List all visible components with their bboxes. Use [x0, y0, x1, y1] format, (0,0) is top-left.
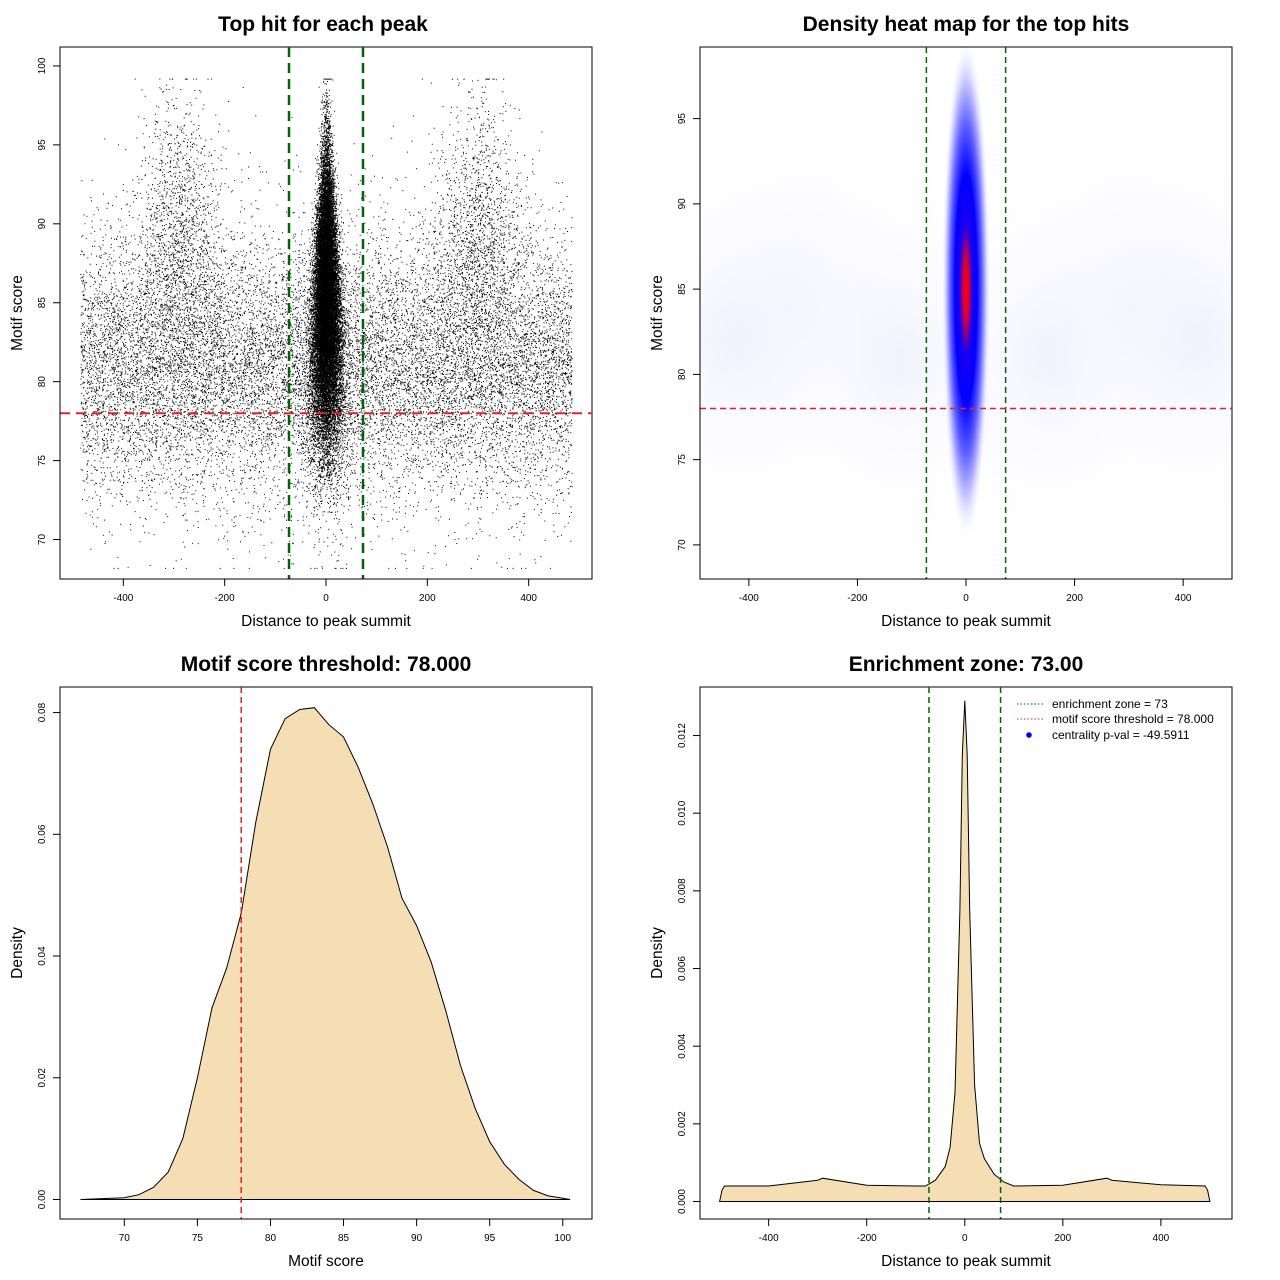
scatter-panel: Top hit for each peak -400 -200 0 200 400 70… [9, 13, 593, 630]
score-density-x-tick-label: 100 [554, 1233, 571, 1244]
heatmap-canvas [700, 47, 1232, 579]
heatmap-y-tick-label: 85 [677, 283, 688, 295]
distance-density-x-tick-label: 200 [1054, 1233, 1071, 1244]
distance-density-y-tick-label: 0.010 [677, 800, 688, 825]
heatmap-background-cloud [1059, 140, 1232, 541]
distance-density-y-tick-label: 0.002 [677, 1111, 688, 1136]
score-density-x-tick-label: 80 [265, 1233, 277, 1244]
distance-density-y-axis: 0.000 0.002 0.004 0.006 0.008 0.010 0.012 [677, 723, 701, 1214]
scatter-x-label: Distance to peak summit [241, 613, 411, 630]
score-density-y-tick-label: 0.02 [37, 1068, 48, 1088]
scatter-reference-lines [60, 47, 592, 579]
heatmap-x-tick-label: -400 [739, 593, 759, 604]
distance-density-title: Enrichment zone: 73.00 [849, 653, 1084, 676]
heatmap-background-cloud [700, 140, 873, 541]
heatmap-y-tick-label: 80 [677, 368, 688, 380]
scatter-y-tick-label: 95 [37, 139, 48, 151]
scatter-y-tick-label: 75 [37, 455, 48, 467]
score-density-y-tick-label: 0.04 [37, 946, 48, 966]
heatmap-x-label: Distance to peak summit [881, 613, 1051, 630]
score-density-curve [80, 707, 571, 1200]
score-density-panel: Motif score threshold: 78.000 70 75 80 85 90… [9, 653, 593, 1270]
heatmap-x-tick-label: -200 [847, 593, 867, 604]
heatmap-panel: Density heat map for the top hits -400 -2… [649, 13, 1233, 630]
distance-density-x-axis: -400 -200 0 200 400 [759, 1218, 1170, 1244]
distance-density-y-tick-label: 0.006 [677, 956, 688, 981]
scatter-x-tick-label: 400 [520, 593, 537, 604]
scatter-y-axis: 70 75 80 85 90 95 100 [37, 57, 61, 546]
scatter-x-tick-label: -200 [215, 593, 235, 604]
score-density-x-tick-label: 70 [119, 1233, 131, 1244]
score-density-x-tick-label: 85 [338, 1233, 350, 1244]
score-density-y-tick-label: 0.08 [37, 702, 48, 722]
legend-enrichment-zone-label: enrichment zone = 73 [1052, 697, 1168, 711]
distance-density-panel: Enrichment zone: 73.00 -400 -200 0 200 400 0… [649, 653, 1233, 1270]
score-density-y-axis: 0.00 0.02 0.04 0.06 0.08 [37, 702, 61, 1209]
distance-density-x-tick-label: 0 [962, 1233, 968, 1244]
scatter-title: Top hit for each peak [218, 13, 428, 36]
scatter-x-tick-label: 200 [419, 593, 436, 604]
score-density-title: Motif score threshold: 78.000 [181, 653, 472, 676]
legend-threshold-label: motif score threshold = 78.000 [1052, 712, 1214, 726]
score-density-x-label: Motif score [288, 1253, 364, 1270]
distance-density-y-tick-label: 0.012 [677, 723, 688, 748]
heatmap-x-tick-label: 400 [1175, 593, 1192, 604]
heatmap-y-tick-label: 90 [677, 198, 688, 210]
heatmap-x-axis: -400 -200 0 200 400 [739, 578, 1192, 604]
distance-density-x-tick-label: -200 [857, 1233, 877, 1244]
heatmap-y-tick-label: 95 [677, 113, 688, 125]
heatmap-y-tick-label: 70 [677, 539, 688, 551]
heatmap-x-tick-label: 200 [1066, 593, 1083, 604]
score-density-y-tick-label: 0.06 [37, 824, 48, 844]
score-density-x-tick-label: 90 [411, 1233, 423, 1244]
distance-density-y-label: Density [649, 927, 666, 979]
scatter-y-tick-label: 90 [37, 218, 48, 230]
distance-density-y-tick-label: 0.000 [677, 1189, 688, 1214]
heatmap-reference-lines [700, 47, 1232, 579]
distance-density-y-tick-label: 0.004 [677, 1033, 688, 1058]
score-density-x-axis: 70 75 80 85 90 95 100 [119, 1218, 572, 1244]
distance-density-x-tick-label: -400 [759, 1233, 779, 1244]
heatmap-title: Density heat map for the top hits [803, 13, 1130, 36]
scatter-y-tick-label: 100 [37, 57, 48, 74]
distance-density-curve [718, 700, 1211, 1202]
distance-density-x-label: Distance to peak summit [881, 1253, 1051, 1270]
heatmap-y-label: Motif score [649, 275, 666, 351]
score-density-x-tick-label: 95 [484, 1233, 496, 1244]
scatter-x-tick-label: -400 [113, 593, 133, 604]
heatmap-peak [941, 47, 991, 543]
distance-density-reference-lines [928, 687, 1002, 1219]
score-density-x-tick-label: 75 [192, 1233, 204, 1244]
distance-density-x-tick-label: 400 [1153, 1233, 1170, 1244]
legend-pval-label: centrality p-val = -49.5911 [1052, 728, 1190, 742]
score-density-y-tick-label: 0.00 [37, 1189, 48, 1209]
scatter-y-tick-label: 80 [37, 376, 48, 388]
scatter-y-tick-label: 85 [37, 297, 48, 309]
legend-pval-swatch [1026, 732, 1032, 738]
scatter-y-label: Motif score [9, 275, 26, 351]
scatter-x-tick-label: 0 [323, 593, 329, 604]
distance-density-y-tick-label: 0.008 [677, 878, 688, 903]
scatter-y-tick-label: 70 [37, 534, 48, 546]
scatter-x-axis: -400 -200 0 200 400 [113, 578, 537, 604]
scatter-points [80, 78, 573, 569]
heatmap-y-tick-label: 75 [677, 454, 688, 466]
heatmap-y-axis: 70 75 80 85 90 95 [677, 113, 701, 551]
score-density-y-label: Density [9, 927, 26, 979]
distance-density-legend: enrichment zone = 73 motif score thresho… [1017, 697, 1214, 742]
scatter-point-cloud [80, 78, 573, 569]
heatmap-x-tick-label: 0 [963, 593, 969, 604]
